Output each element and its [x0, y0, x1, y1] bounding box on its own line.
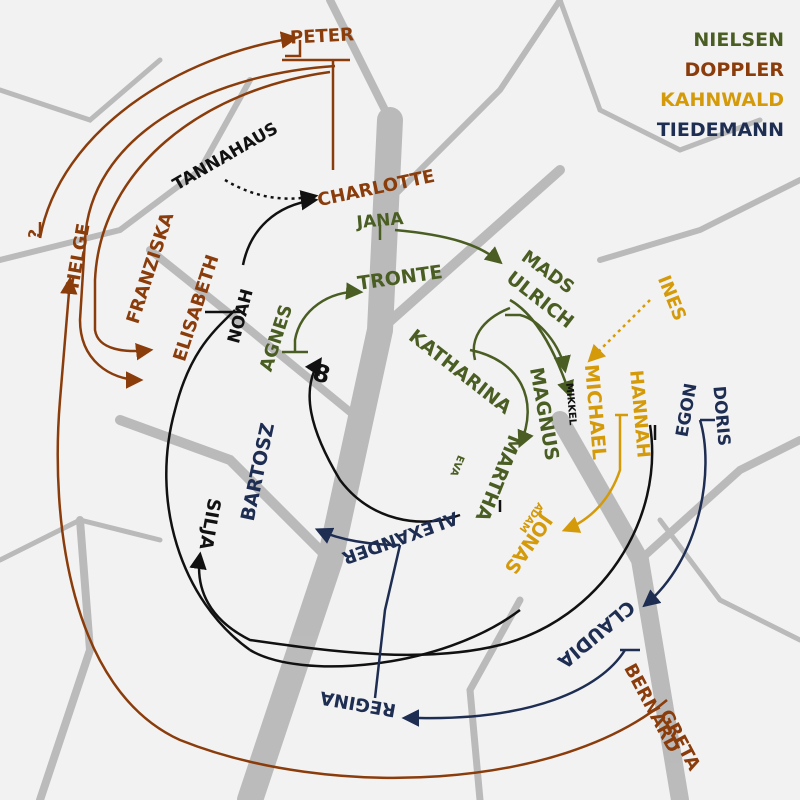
label-claudia: CLAUDIA [553, 596, 639, 673]
label-katharina: KATHARINA [404, 325, 515, 419]
kahnwald-connections [565, 299, 651, 530]
label-peter: PETER [290, 24, 355, 48]
label-helge: HELGE [62, 222, 94, 291]
legend-kahnwald: KAHNWALD [660, 89, 784, 111]
label-jana: JANA [355, 209, 405, 233]
label-ines: INES [653, 272, 690, 323]
doppler-connections [38, 31, 668, 780]
label-mikkel: MIKKEL [563, 383, 578, 427]
black-connections [165, 178, 657, 668]
label-eight: 8 [310, 358, 333, 389]
label-hannah: HANNAH [625, 369, 654, 459]
label-martha: MARTHA [471, 432, 526, 525]
tiedemann-connections [314, 418, 715, 727]
legend-tiedemann: TIEDEMANN [657, 119, 784, 141]
label-silja: SILJA [195, 497, 225, 552]
label-eva: EVA [447, 453, 465, 477]
label-alexander: ALEXANDER [339, 507, 461, 568]
label-egon: EGON [672, 382, 701, 439]
label-unknown: ? [24, 228, 44, 240]
legend-doppler: DOPPLER [685, 59, 785, 81]
legend-nielsen: NIELSEN [693, 29, 784, 51]
label-regina: REGINA [318, 687, 397, 721]
label-doris: DORIS [708, 385, 733, 447]
nielsen-connections [282, 225, 574, 449]
legend: NIELSEN DOPPLER KAHNWALD TIEDEMANN [657, 29, 785, 141]
